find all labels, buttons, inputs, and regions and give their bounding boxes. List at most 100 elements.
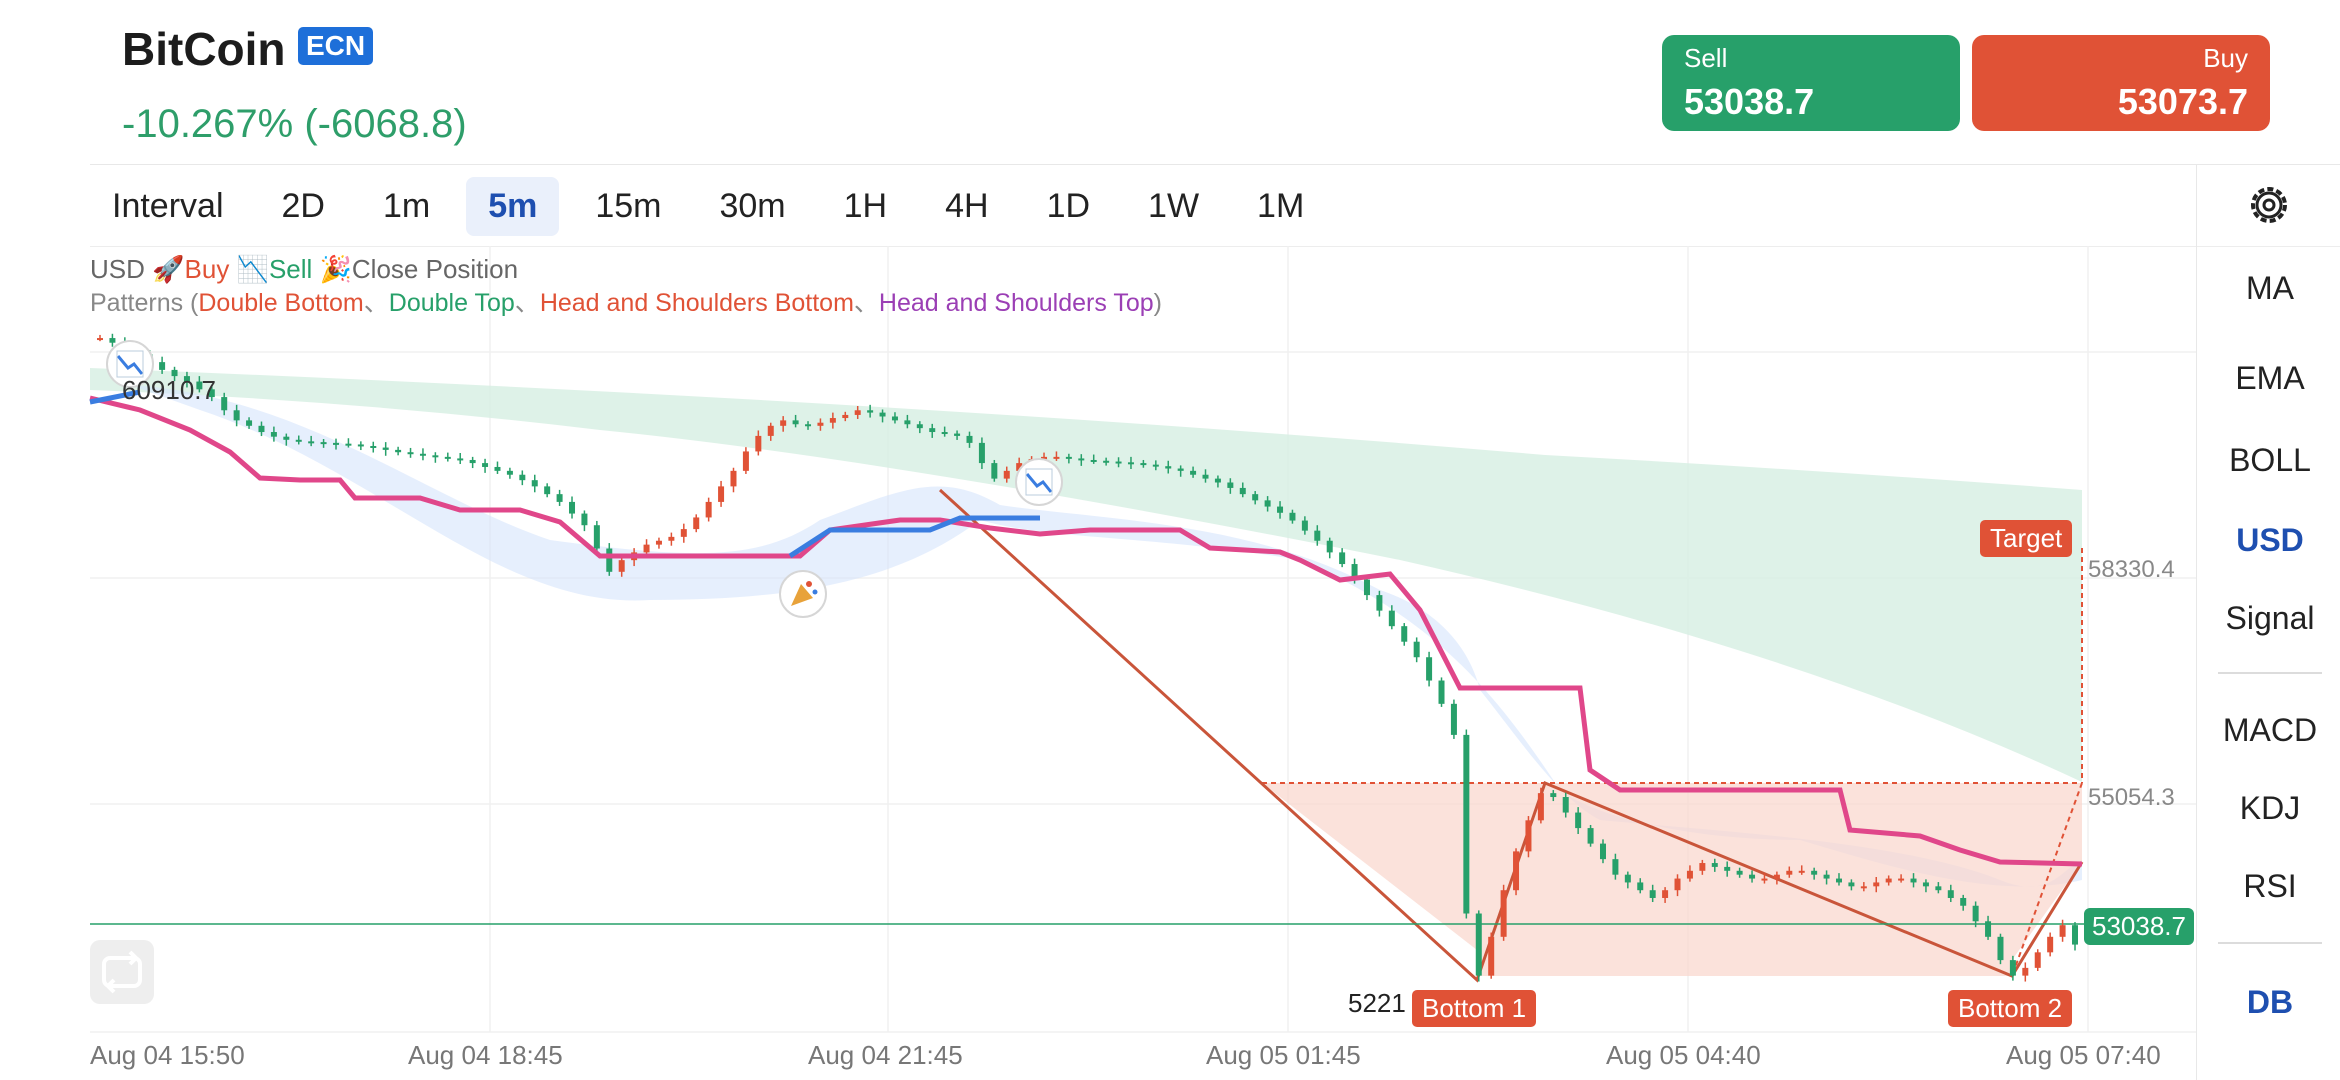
x-axis-label: Aug 05 04:40 [1606, 1040, 1761, 1070]
candle-body [320, 442, 327, 445]
candle-body [519, 474, 526, 481]
sidebar-item-macd[interactable]: MACD [2222, 712, 2318, 748]
pattern-hs-bottom: Head and Shoulders Bottom [539, 289, 854, 317]
header-divider [90, 164, 2340, 165]
candle-body [1773, 874, 1780, 879]
candle-body [1935, 886, 1942, 891]
candle-body [1997, 936, 2004, 961]
gear-icon[interactable] [2244, 180, 2294, 230]
interval-1w[interactable]: 1W [1148, 186, 1200, 225]
x-axis-label: Aug 05 01:45 [1206, 1040, 1361, 1070]
current-price-label: 53038.7 [2084, 908, 2194, 945]
candle-body [569, 501, 576, 514]
bottom-2-tag: Bottom 2 [1948, 990, 2073, 1027]
sell-signal-icon[interactable] [106, 340, 154, 388]
candle-body [1202, 474, 1209, 479]
sidebar-item-ma[interactable]: MA [2246, 270, 2294, 306]
candle-body [370, 446, 377, 448]
candle-body [606, 548, 613, 572]
candle-body [693, 517, 700, 530]
candle-body [1786, 870, 1793, 875]
interval-5m[interactable]: 5m [466, 176, 560, 236]
candle-body [792, 420, 799, 425]
patterns-suffix: ) [1153, 289, 1162, 317]
interval-30m[interactable]: 30m [719, 186, 786, 225]
interval-2d[interactable]: 2D [281, 186, 325, 225]
sidebar-separator [2218, 672, 2322, 674]
candle-body [1674, 878, 1681, 891]
party-popper-icon: 🎉 [319, 254, 352, 284]
candle-body [978, 442, 985, 464]
candle-body [308, 441, 315, 444]
candle-body [2059, 925, 2066, 937]
sidebar-item-db[interactable]: DB [2246, 984, 2294, 1020]
interval-1mo[interactable]: 1M [1257, 186, 1305, 225]
candle-body [469, 459, 476, 464]
candle-body [680, 529, 687, 537]
interval-label[interactable]: Interval [112, 186, 224, 225]
buy-button[interactable]: Buy 53073.7 [1972, 35, 2270, 131]
pattern-double-bottom: Double Bottom [198, 289, 364, 317]
buy-label: Buy [2203, 43, 2248, 73]
candle-body [1426, 657, 1433, 681]
candle-body [556, 494, 563, 502]
x-axis-label: Aug 04 15:50 [90, 1040, 245, 1070]
sell-button[interactable]: Sell 53038.7 [1662, 35, 1960, 131]
candle-body [1985, 921, 1992, 937]
candle-body [1264, 500, 1271, 507]
sidebar-item-usd[interactable]: USD [2236, 522, 2304, 558]
interval-1h[interactable]: 1H [843, 186, 888, 225]
sidebar-item-ema[interactable]: EMA [2235, 360, 2305, 396]
candle-body [531, 480, 538, 487]
interval-1m[interactable]: 1m [382, 186, 431, 225]
candle-body [345, 443, 352, 446]
candle-body [233, 410, 240, 421]
sidebar-item-rsi[interactable]: RSI [2243, 868, 2297, 904]
candle-body [1587, 828, 1594, 844]
candle-body [1127, 462, 1134, 465]
interval-1d[interactable]: 1D [1046, 186, 1091, 225]
candle-body [544, 486, 551, 495]
candle-body [407, 452, 414, 455]
candle-body [1488, 936, 1495, 976]
candle-body [183, 376, 190, 382]
candle-body [1190, 470, 1197, 475]
price-level-label: 58330.4 [2088, 556, 2175, 583]
sidebar-item-boll[interactable]: BOLL [2229, 442, 2311, 478]
candle-body [1686, 870, 1693, 879]
candle-body [941, 432, 948, 435]
instrument-title: BitCoin [122, 23, 286, 75]
pattern-separator: 、 [514, 289, 540, 317]
sidebar-item-signal[interactable]: Signal [2225, 600, 2315, 636]
candle-body [1513, 851, 1520, 891]
low-price-label: 5221 [1348, 988, 1406, 1018]
sell-label: Sell [1684, 43, 1728, 73]
candle-body [1376, 595, 1383, 611]
candle-body [1736, 870, 1743, 875]
interval-4h[interactable]: 4H [945, 186, 989, 225]
candle-body [382, 447, 389, 450]
candle-body [357, 444, 364, 447]
candle-body [1239, 487, 1246, 495]
candle-body [1065, 456, 1072, 459]
buy-price: 53073.7 [2117, 81, 2248, 122]
close-position-icon[interactable] [779, 570, 827, 618]
candle-body [593, 525, 600, 549]
interval-15m[interactable]: 15m [595, 186, 662, 225]
candle-body [1078, 458, 1085, 461]
candle-body [904, 420, 911, 425]
reset-view-button[interactable] [90, 940, 154, 1004]
sidebar-divider [2196, 164, 2197, 1080]
sidebar-item-kdj[interactable]: KDJ [2239, 790, 2301, 826]
pattern-separator: 、 [853, 289, 879, 317]
candle-body [1252, 494, 1259, 501]
price-chart[interactable] [0, 0, 2196, 1080]
price-level-label: 55054.3 [2088, 784, 2175, 811]
candle-body [1960, 897, 1967, 906]
candle-body [432, 455, 439, 458]
candle-body [2034, 952, 2041, 968]
candle-body [506, 470, 513, 475]
sell-signal-icon[interactable] [1015, 458, 1063, 506]
high-price-label: 60910.7 [122, 375, 216, 405]
sidebar-separator [2218, 942, 2322, 944]
